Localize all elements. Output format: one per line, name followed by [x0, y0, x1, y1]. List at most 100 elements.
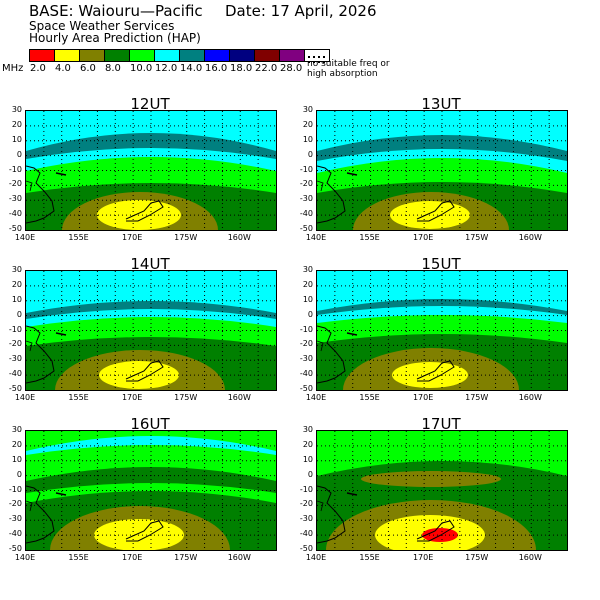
- x-tick-label: 155E: [359, 553, 380, 562]
- y-tick-label: -10: [8, 164, 22, 174]
- y-tick-label: 0: [16, 469, 22, 479]
- x-tick-label: 140E: [305, 393, 327, 402]
- legend-label: 28.0: [280, 63, 303, 74]
- x-tick-label: 160W: [518, 553, 542, 562]
- y-tick-label: 20: [11, 439, 22, 449]
- legend-label: 12.0: [155, 63, 178, 74]
- frequency-map-14UT: [25, 270, 277, 391]
- legend-label: 2.0: [30, 63, 46, 74]
- y-tick-label: 0: [16, 149, 22, 159]
- legend-label: 8.0: [105, 63, 121, 74]
- x-tick-label: 170E: [412, 553, 434, 562]
- y-tick-label: -30: [8, 354, 22, 364]
- x-tick-label: 160W: [227, 553, 251, 562]
- x-tick-label: 160W: [227, 393, 251, 402]
- y-tick-label: 0: [16, 309, 22, 319]
- panel-title: 13UT: [421, 95, 461, 113]
- frequency-map-12UT: [25, 110, 277, 231]
- y-tick-label: -50: [299, 224, 313, 233]
- frequency-map-15UT: [316, 270, 568, 391]
- x-tick-label: 155E: [68, 233, 89, 242]
- y-tick-label: 0: [307, 149, 313, 159]
- y-tick-label: 10: [302, 294, 313, 304]
- x-tick-label: 140E: [14, 233, 36, 242]
- legend-swatch: [204, 49, 230, 62]
- panel-title: 12UT: [130, 95, 170, 113]
- y-tick-label: -20: [299, 179, 313, 189]
- subtitle-service: Space Weather Services: [29, 19, 175, 33]
- x-tick-label: 175W: [174, 553, 198, 562]
- legend-label: 18.0: [230, 63, 253, 74]
- y-tick-label: -10: [299, 324, 313, 334]
- y-tick-label: -20: [8, 499, 22, 509]
- y-tick-label: -10: [299, 484, 313, 494]
- legend-label: 6.0: [80, 63, 96, 74]
- y-tick-label: 30: [11, 425, 22, 434]
- y-tick-label: -20: [299, 499, 313, 509]
- y-tick-label: -50: [299, 384, 313, 393]
- panel-title: 17UT: [421, 415, 461, 433]
- y-tick-label: -10: [299, 164, 313, 174]
- legend-swatch: [129, 49, 155, 62]
- panel-title: 15UT: [421, 255, 461, 273]
- y-tick-label: -50: [8, 544, 22, 553]
- x-tick-label: 140E: [14, 393, 36, 402]
- legend-swatch: [54, 49, 80, 62]
- y-tick-label: 10: [11, 454, 22, 464]
- legend-label: 10.0: [130, 63, 153, 74]
- legend-swatch: [104, 49, 130, 62]
- base-title: BASE: Waiouru—Pacific: [29, 2, 203, 20]
- y-tick-label: -20: [8, 339, 22, 349]
- y-tick-label: -10: [8, 484, 22, 494]
- legend-label: 16.0: [205, 63, 228, 74]
- panel-title: 16UT: [130, 415, 170, 433]
- y-tick-label: 0: [307, 309, 313, 319]
- x-tick-label: 170E: [121, 553, 143, 562]
- y-tick-label: 20: [302, 279, 313, 289]
- x-tick-label: 175W: [465, 393, 489, 402]
- dotted-pattern-icon: [308, 56, 325, 63]
- x-tick-label: 155E: [68, 393, 89, 402]
- x-tick-label: 170E: [412, 233, 434, 242]
- y-tick-label: 30: [11, 265, 22, 274]
- frequency-map-17UT: [316, 430, 568, 551]
- y-tick-label: -40: [299, 369, 313, 379]
- y-tick-label: -30: [8, 514, 22, 524]
- no-freq-line2: high absorption: [307, 69, 378, 79]
- no-freq-line1: no suitable freq or: [307, 59, 390, 69]
- x-tick-label: 170E: [121, 393, 143, 402]
- x-tick-label: 140E: [305, 553, 327, 562]
- y-tick-label: 20: [302, 119, 313, 129]
- y-tick-label: 20: [302, 439, 313, 449]
- subtitle-product: Hourly Area Prediction (HAP): [29, 31, 201, 45]
- x-tick-label: 160W: [518, 233, 542, 242]
- no-freq-label: no suitable freq or high absorption: [307, 59, 390, 79]
- x-tick-label: 160W: [518, 393, 542, 402]
- legend-label: 4.0: [55, 63, 71, 74]
- y-tick-label: -30: [299, 194, 313, 204]
- y-tick-label: -20: [299, 339, 313, 349]
- x-tick-label: 175W: [465, 233, 489, 242]
- legend-unit: MHz: [2, 63, 24, 74]
- x-tick-label: 170E: [121, 233, 143, 242]
- y-tick-label: -30: [299, 514, 313, 524]
- y-tick-label: -40: [8, 369, 22, 379]
- x-tick-label: 175W: [465, 553, 489, 562]
- legend-label: 14.0: [180, 63, 203, 74]
- x-tick-label: 160W: [227, 233, 251, 242]
- x-tick-label: 170E: [412, 393, 434, 402]
- y-tick-label: -10: [8, 324, 22, 334]
- y-tick-label: 20: [11, 279, 22, 289]
- y-tick-label: 0: [307, 469, 313, 479]
- legend-swatch: [279, 49, 305, 62]
- y-tick-label: -20: [8, 179, 22, 189]
- legend-label: 22.0: [255, 63, 278, 74]
- y-tick-label: -30: [299, 354, 313, 364]
- y-tick-label: 30: [302, 425, 313, 434]
- frequency-map-13UT: [316, 110, 568, 231]
- legend-swatch: [229, 49, 255, 62]
- x-tick-label: 140E: [14, 553, 36, 562]
- x-tick-label: 140E: [305, 233, 327, 242]
- y-tick-label: 30: [302, 105, 313, 114]
- legend-swatch: [79, 49, 105, 62]
